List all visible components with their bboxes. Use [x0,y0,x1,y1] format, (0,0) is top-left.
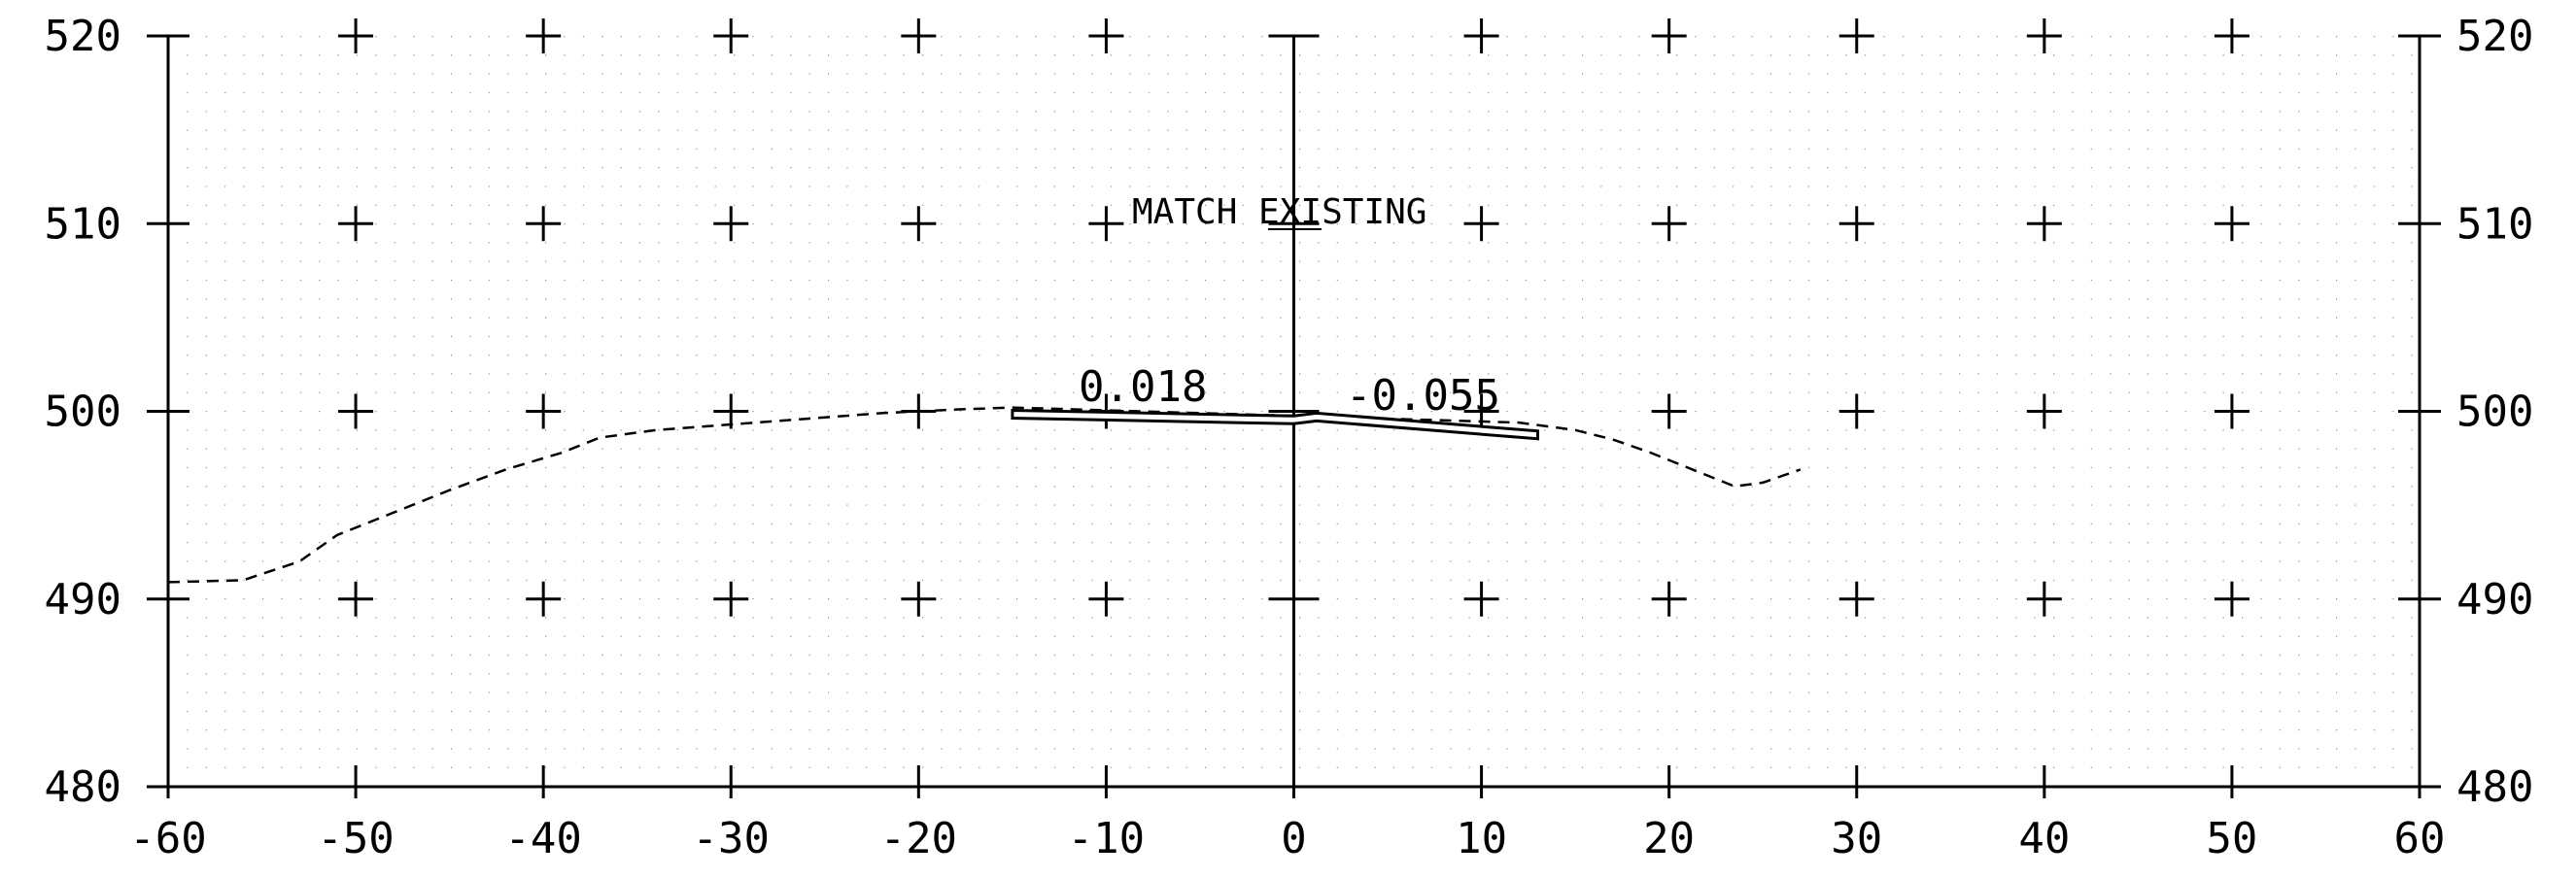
annotations: MATCH EXISTING 0.018 -0.055 [1079,192,1500,421]
x-tick-label: -10 [1068,814,1145,863]
x-tick-label: -40 [504,814,581,863]
match-existing-label: MATCH EXISTING [1132,192,1426,232]
x-tick-label: 40 [2018,814,2070,863]
x-tick-label: 10 [1456,814,1507,863]
x-tick-label: -30 [693,814,770,863]
y-tick-label-right: 510 [2456,199,2533,249]
y-tick-label-left: 510 [45,199,121,249]
x-tick-label: 0 [1281,814,1307,863]
proposed-section [1011,408,1539,441]
x-tick-label: -50 [317,814,394,863]
existing-ground-line [167,406,1802,584]
x-tick-label: -20 [880,814,957,863]
x-tick-label: 20 [1643,814,1695,863]
y-tick-label-left: 500 [45,388,121,437]
x-tick-label: 50 [2206,814,2257,863]
plot-frame [147,34,2441,798]
x-tick-label: -60 [129,814,206,863]
y-tick-label-right: 500 [2456,388,2533,437]
existing-ground [167,406,1802,584]
y-tick-label-right: 480 [2456,762,2533,812]
y-tick-label-right: 520 [2456,12,2533,61]
y-tick-label-left: 520 [45,12,121,61]
grid-crosses [338,18,2250,617]
pavement-section [1011,408,1539,441]
slope-label-right: -0.055 [1346,371,1500,421]
y-tick-label-right: 490 [2456,575,2533,625]
x-tick-label: 60 [2394,814,2446,863]
y-tick-label-left: 480 [45,762,121,812]
x-tick-label: 30 [1831,814,1882,863]
slope-label-left: 0.018 [1079,362,1207,412]
y-tick-label-left: 490 [45,575,121,625]
